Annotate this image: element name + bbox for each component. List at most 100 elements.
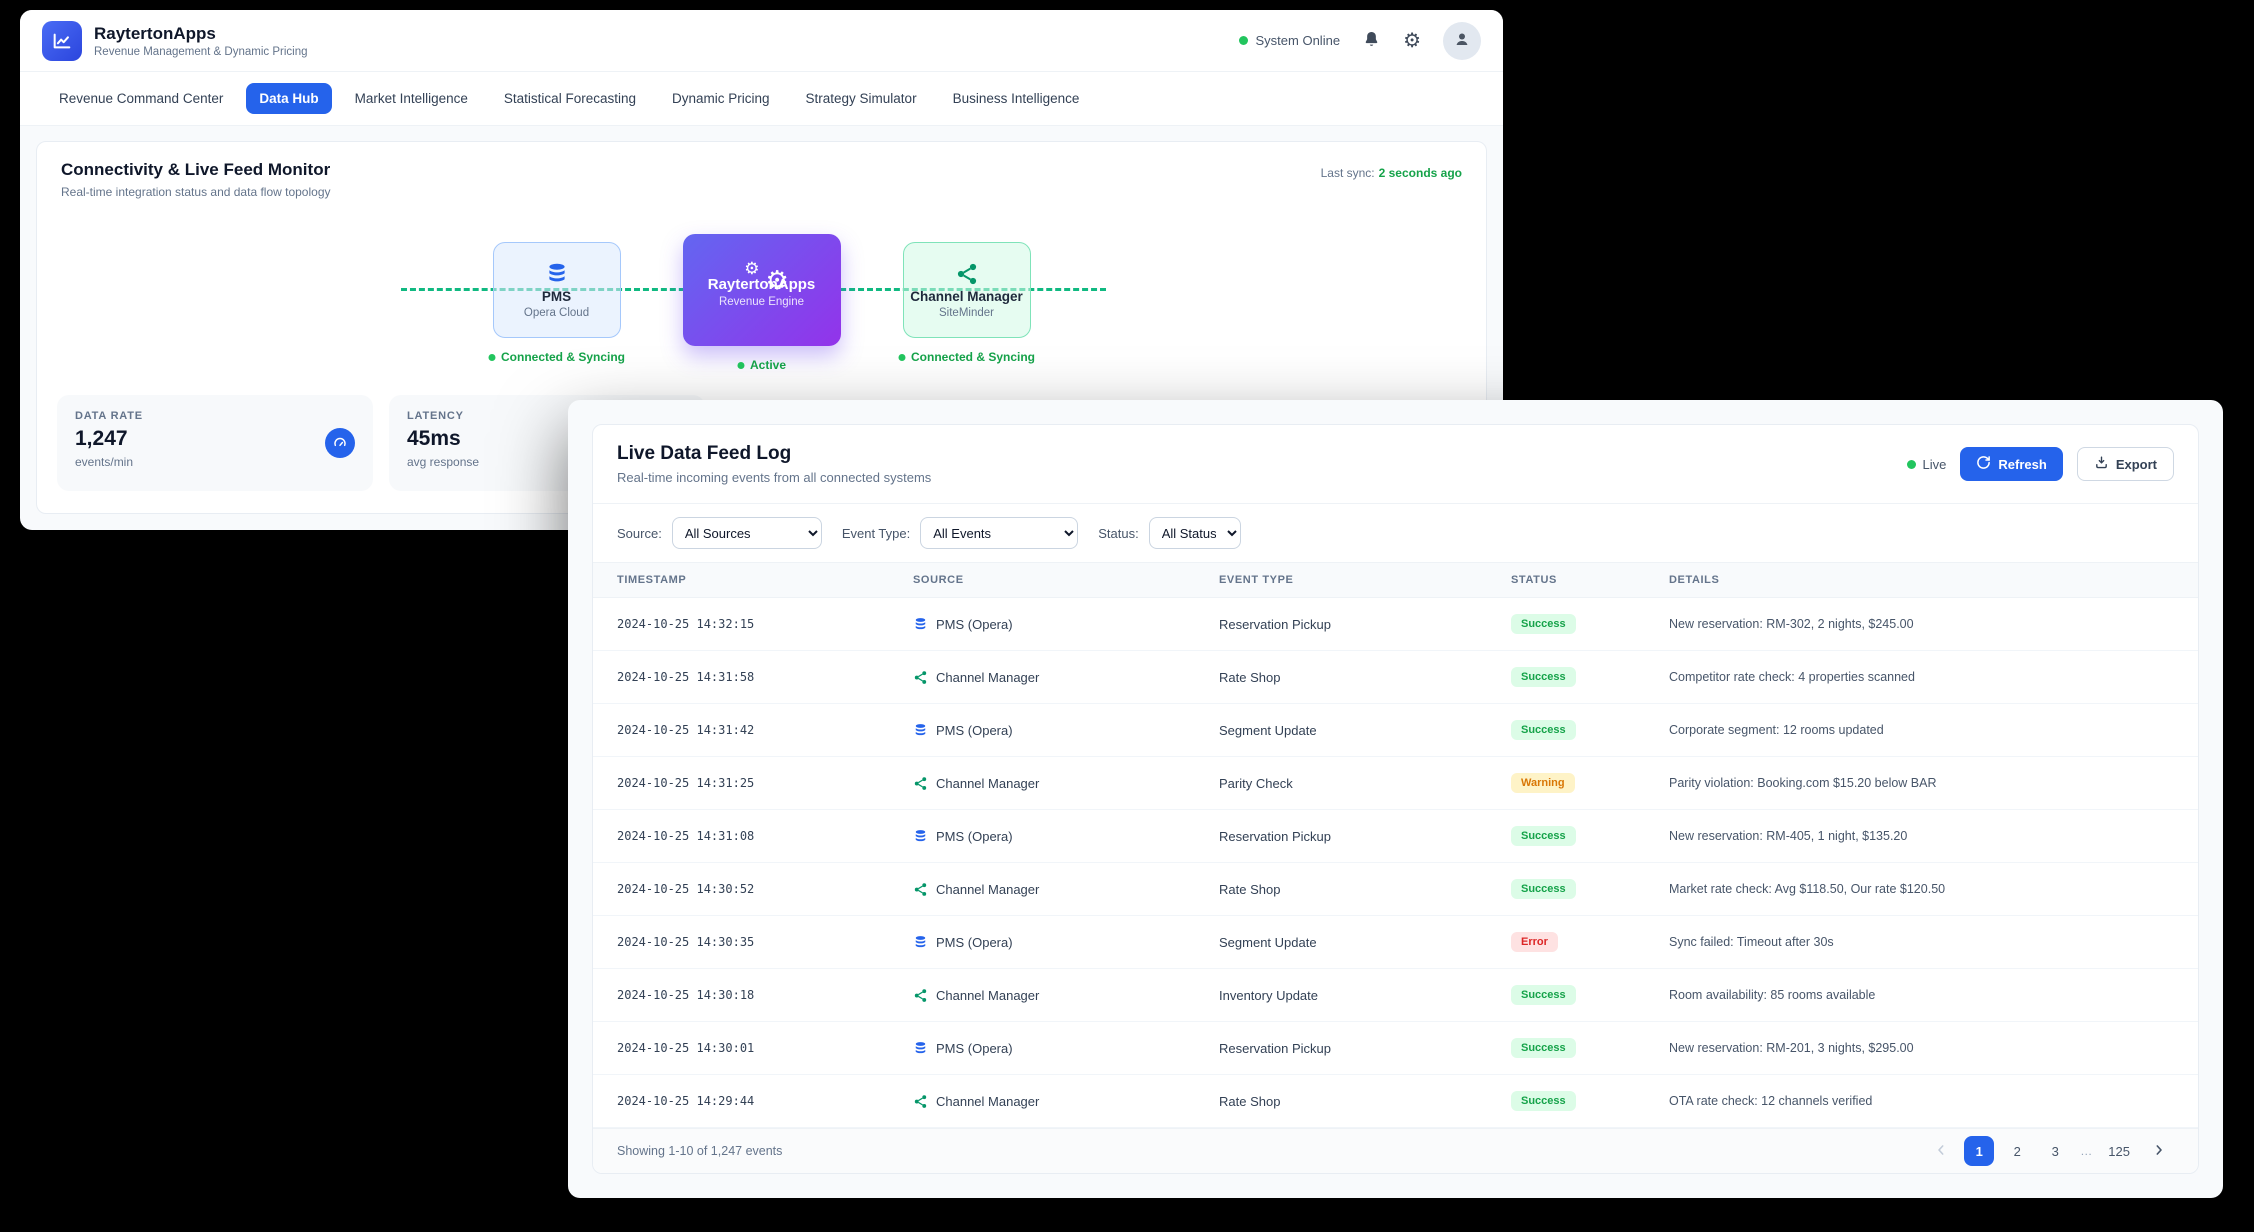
source-cell: Channel Manager: [913, 670, 1219, 685]
monitor-header: Connectivity & Live Feed Monitor Real-ti…: [37, 142, 1486, 199]
event-type-cell: Rate Shop: [1219, 881, 1281, 897]
table-header-row: TIMESTAMP SOURCE EVENT TYPE STATUS DETAILS: [593, 563, 2198, 599]
page-button-1[interactable]: 1: [1964, 1136, 1995, 1167]
stat-value: 1,247: [75, 427, 128, 450]
stat-value: 45ms: [407, 427, 461, 450]
table-row: 2024-10-25 14:30:18 Channel Manager Invent…: [593, 969, 2198, 1023]
share-icon: [955, 262, 979, 286]
share-icon: [913, 1094, 928, 1109]
node-card-pms[interactable]: PMS Opera Cloud: [492, 242, 621, 338]
stats-row: DATA RATE 1,247 events/min LATENCY 45ms avg r…: [37, 381, 1486, 513]
status-cell: Success: [1511, 720, 1669, 741]
status-badge: Success: [1511, 879, 1576, 900]
stat-label: LATENCY: [407, 410, 464, 422]
status-badge: Success: [1511, 1091, 1576, 1112]
event-type-filter[interactable]: All Events: [920, 517, 1079, 549]
settings-button[interactable]: ⚙: [1403, 31, 1421, 51]
share-icon: [913, 988, 928, 1003]
user-avatar[interactable]: [1443, 21, 1481, 60]
stat-sub: avg response: [407, 455, 480, 469]
status-cell: Success: [1511, 1038, 1669, 1059]
tab-business-intelligence[interactable]: Business Intelligence: [940, 83, 1093, 114]
table-row: 2024-10-25 14:30:01 PMS (Opera) Reservatio…: [593, 1022, 2198, 1076]
tab-dynamic-pricing[interactable]: Dynamic Pricing: [659, 83, 783, 114]
table-body: 2024-10-25 14:32:15 PMS (Opera) Reservatio…: [593, 598, 2198, 1129]
timestamp-cell: 2024-10-25 14:31:25: [617, 776, 755, 791]
prev-page-button[interactable]: [1926, 1136, 1956, 1166]
source-cell: PMS (Opera): [913, 935, 1219, 950]
online-dot-icon: [1238, 36, 1248, 45]
details-cell: OTA rate check: 12 channels verified: [1669, 1094, 1873, 1109]
node-subtitle: Opera Cloud: [523, 306, 590, 319]
event-type-cell: Reservation Pickup: [1219, 1040, 1331, 1056]
timestamp-cell: 2024-10-25 14:31:58: [617, 670, 755, 685]
app-tagline: Revenue Management & Dynamic Pricing: [94, 45, 308, 58]
status-filter[interactable]: All Status: [1148, 517, 1241, 549]
export-label: Export: [2115, 456, 2157, 472]
header-actions: System Online ⚙: [1238, 21, 1481, 60]
table-row: 2024-10-25 14:30:35 PMS (Opera) Segment Up…: [593, 916, 2198, 970]
source-cell: Channel Manager: [913, 988, 1219, 1003]
tab-market-intelligence[interactable]: Market Intelligence: [342, 83, 481, 114]
export-button[interactable]: Export: [2076, 447, 2174, 481]
share-icon: [913, 670, 928, 685]
status-badge: Success: [1511, 667, 1576, 688]
node-card-channel-manager[interactable]: Channel Manager SiteMinder: [902, 242, 1031, 338]
database-icon: [913, 1041, 928, 1056]
node-status: Active: [736, 358, 786, 372]
status-badge: Success: [1511, 1038, 1576, 1059]
database-icon: [545, 262, 569, 286]
source-cell: PMS (Opera): [913, 723, 1219, 738]
database-icon: [913, 617, 928, 632]
app-header: RaytertonApps Revenue Management & Dynam…: [20, 10, 1503, 72]
details-cell: New reservation: RM-201, 3 nights, $295.…: [1669, 1041, 1914, 1056]
status-cell: Success: [1511, 985, 1669, 1006]
timestamp-cell: 2024-10-25 14:31:42: [617, 723, 755, 738]
brand: RaytertonApps Revenue Management & Dynam…: [42, 20, 308, 61]
status-cell: Success: [1511, 879, 1669, 900]
refresh-button[interactable]: Refresh: [1960, 447, 2063, 481]
feed-actions: Live Refresh Export: [1906, 447, 2174, 481]
event-type-cell: Rate Shop: [1219, 1093, 1281, 1109]
tab-strategy-simulator[interactable]: Strategy Simulator: [793, 83, 930, 114]
col-timestamp: TIMESTAMP: [617, 574, 687, 587]
node-pms: PMS Opera Cloud Connected & Syncing: [487, 242, 625, 364]
nav-tabs: Revenue Command Center Data Hub Market Int…: [20, 72, 1503, 126]
event-type-cell: Inventory Update: [1219, 987, 1319, 1003]
system-status: System Online: [1238, 33, 1341, 48]
live-feed-panel: Live Data Feed Log Real-time incoming ev…: [592, 424, 2199, 1174]
feed-title: Live Data Feed Log: [617, 443, 792, 464]
app-title: RaytertonApps: [94, 23, 216, 43]
next-page-button[interactable]: [2144, 1136, 2174, 1166]
event-type-cell: Parity Check: [1219, 775, 1293, 791]
tab-data-hub[interactable]: Data Hub: [246, 83, 332, 114]
event-type-cell: Segment Update: [1219, 934, 1317, 950]
node-title: Channel Manager: [910, 288, 1023, 304]
bell-icon: [1362, 30, 1381, 52]
filter-bar: Source: All Sources Event Type: All Events S…: [593, 504, 2198, 563]
database-icon: [913, 829, 928, 844]
source-cell: Channel Manager: [913, 776, 1219, 791]
timestamp-cell: 2024-10-25 14:30:52: [617, 882, 755, 897]
node-title: RaytertonApps: [707, 275, 816, 293]
source-cell: PMS (Opera): [913, 617, 1219, 632]
tab-revenue-command-center[interactable]: Revenue Command Center: [46, 83, 236, 114]
tab-statistical-forecasting[interactable]: Statistical Forecasting: [491, 83, 649, 114]
source-cell: PMS (Opera): [913, 829, 1219, 844]
node-status: Connected & Syncing: [487, 350, 625, 364]
monitor-subtitle: Real-time integration status and data fl…: [61, 185, 331, 199]
share-icon: [913, 882, 928, 897]
table-row: 2024-10-25 14:32:15 PMS (Opera) Reservatio…: [593, 598, 2198, 652]
table-row: 2024-10-25 14:31:42 PMS (Opera) Segment Up…: [593, 704, 2198, 758]
source-filter[interactable]: All Sources: [671, 517, 822, 549]
node-card-raytertonapps[interactable]: ⚙ ⚙ RaytertonApps Revenue Engine: [682, 234, 841, 346]
details-cell: New reservation: RM-302, 2 nights, $245.…: [1669, 617, 1914, 632]
notifications-button[interactable]: [1362, 30, 1381, 52]
page-button-125[interactable]: 125: [2102, 1136, 2136, 1166]
page-button-3[interactable]: 3: [2040, 1136, 2070, 1166]
page-button-2[interactable]: 2: [2002, 1136, 2032, 1166]
status-cell: Error: [1511, 932, 1669, 953]
status-dot-icon: [487, 353, 495, 361]
system-status-label: System Online: [1255, 33, 1341, 48]
